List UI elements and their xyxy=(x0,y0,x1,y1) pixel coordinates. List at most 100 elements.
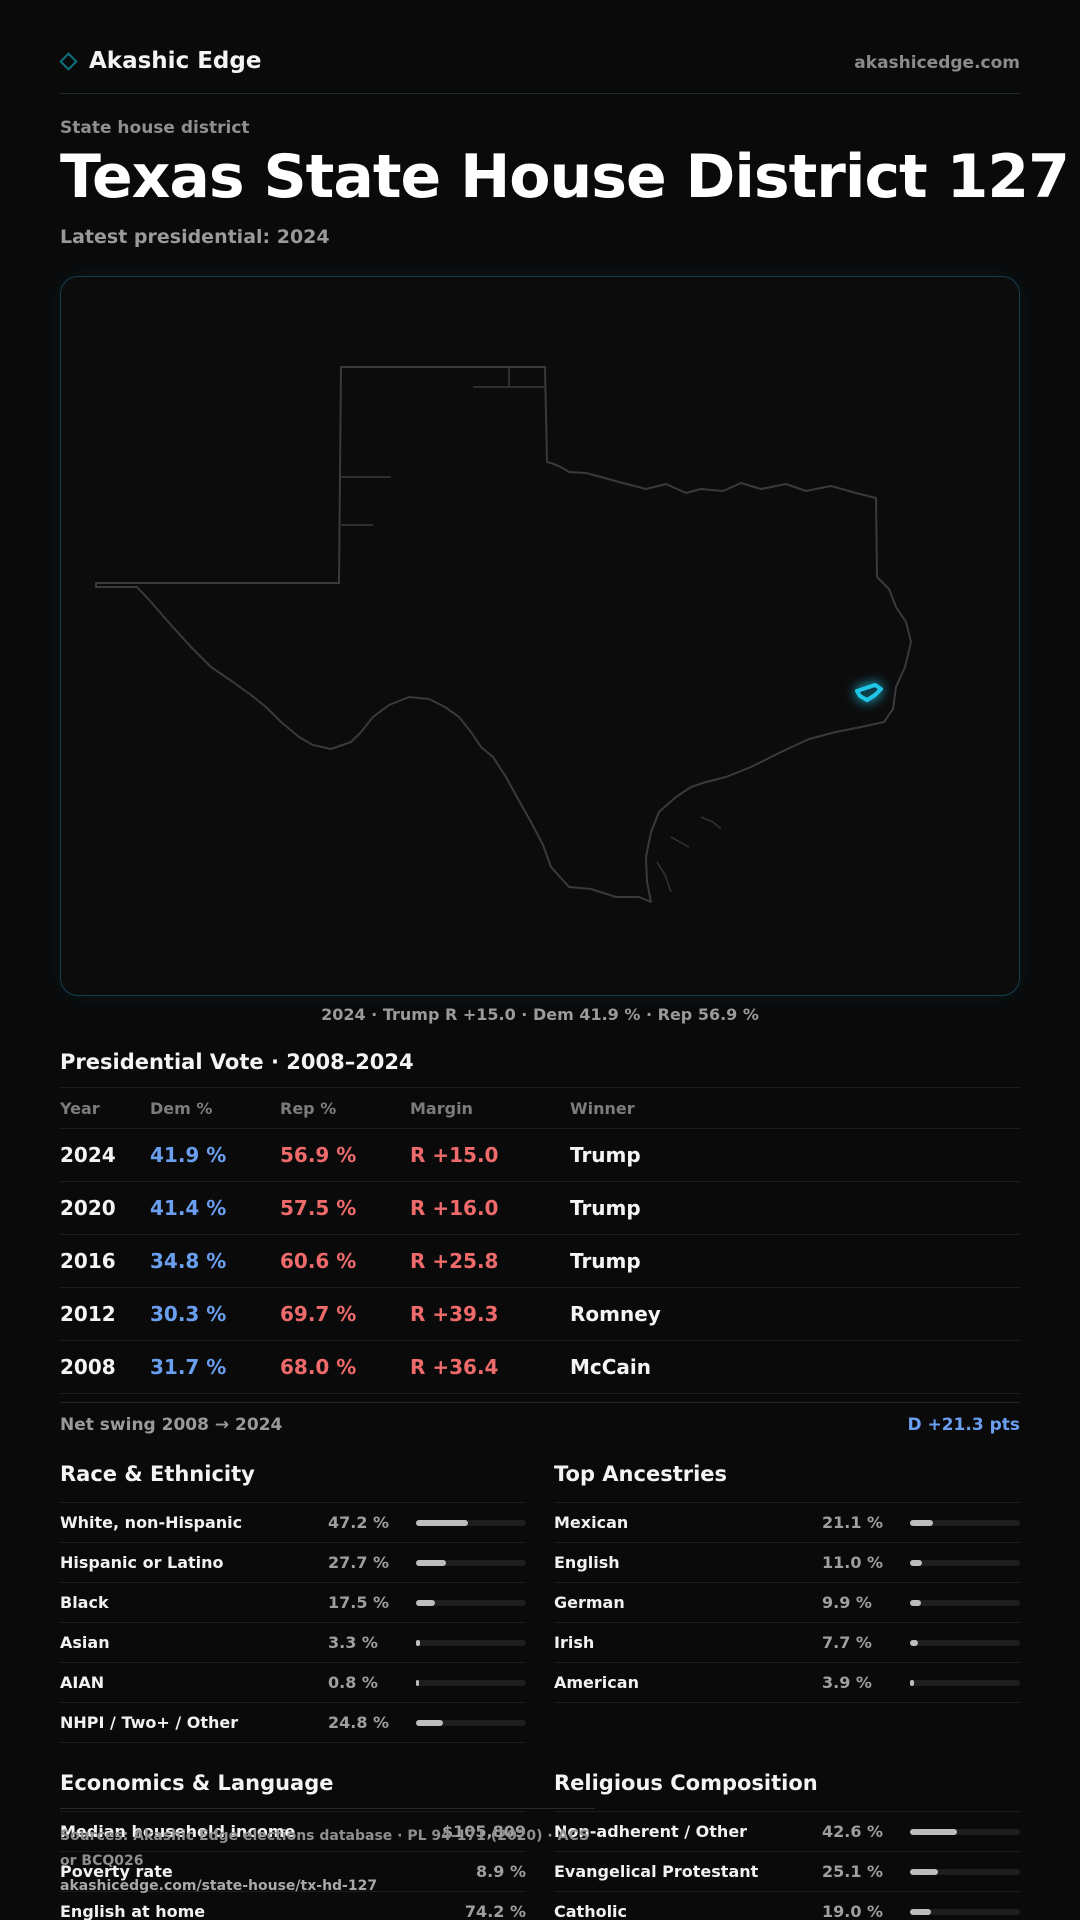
ancestry-list: Mexican 21.1 % English 11.0 % German 9.9… xyxy=(554,1502,1020,1703)
stat-label: Black xyxy=(60,1593,109,1612)
ancestry-panel: Top Ancestries Mexican 21.1 % English 11… xyxy=(554,1462,1020,1703)
table-row: 2020 41.4 % 57.5 % R +16.0 Trump xyxy=(60,1182,1020,1235)
row-winner: McCain xyxy=(570,1355,652,1379)
coastal-islands xyxy=(656,816,722,893)
stat-value: 21.1 % xyxy=(822,1513,884,1532)
stat-bar-fill xyxy=(910,1520,934,1526)
list-item: Median household income $105,809 xyxy=(60,1812,526,1852)
district-map[interactable] xyxy=(60,276,1020,996)
list-item: American 3.9 % xyxy=(554,1663,1020,1703)
list-item: Evangelical Protestant 25.1 % xyxy=(554,1852,1020,1892)
list-item: Asian 3.3 % xyxy=(60,1623,526,1663)
row-winner: Romney xyxy=(570,1302,661,1326)
stat-value: 8.9 % xyxy=(476,1862,526,1881)
row-dem: 31.7 % xyxy=(150,1355,227,1379)
stat-value: 7.7 % xyxy=(822,1633,872,1652)
district-highlight[interactable] xyxy=(855,683,883,702)
map-caption: 2024 · Trump R +15.0 · Dem 41.9 % · Rep … xyxy=(321,1005,759,1024)
panhandle-lines xyxy=(341,367,545,526)
stat-label: Asian xyxy=(60,1633,110,1652)
row-winner: Trump xyxy=(570,1249,641,1273)
stat-bar xyxy=(910,1869,1020,1875)
row-margin: R +16.0 xyxy=(410,1196,499,1220)
stat-bar-fill xyxy=(416,1680,419,1686)
stat-label: Catholic xyxy=(554,1902,628,1920)
row-year: 2008 xyxy=(60,1355,116,1379)
stat-label: Hispanic or Latino xyxy=(60,1553,224,1572)
stat-bar-fill xyxy=(910,1600,921,1606)
list-item: English 11.0 % xyxy=(554,1543,1020,1583)
religion-list: Non-adherent / Other 42.6 % Evangelical … xyxy=(554,1811,1020,1920)
list-item: German 9.9 % xyxy=(554,1583,1020,1623)
list-item: Irish 7.7 % xyxy=(554,1623,1020,1663)
diamond-logo-icon xyxy=(59,51,78,71)
stat-label: NHPI / Two+ / Other xyxy=(60,1713,239,1732)
stat-bar xyxy=(910,1640,1020,1646)
stat-label: German xyxy=(554,1593,625,1612)
row-winner: Trump xyxy=(570,1143,641,1167)
stat-label: Mexican xyxy=(554,1513,629,1532)
stat-value: 11.0 % xyxy=(822,1553,884,1572)
brand[interactable]: Akashic Edge xyxy=(59,48,262,74)
stat-value: 3.9 % xyxy=(822,1673,872,1692)
stat-label: English at home xyxy=(60,1902,206,1920)
row-dem: 41.4 % xyxy=(150,1196,227,1220)
footer-url[interactable]: akashicedge.com/state-house/tx-hd-127 xyxy=(60,1878,378,1894)
stat-bar xyxy=(910,1560,1020,1566)
texas-outline xyxy=(95,366,912,903)
stat-bar xyxy=(416,1520,526,1526)
stat-value: 25.1 % xyxy=(822,1862,884,1881)
list-item: Hispanic or Latino 27.7 % xyxy=(60,1543,526,1583)
list-item: English at home 74.2 % xyxy=(60,1892,526,1920)
stat-bar-fill xyxy=(910,1560,923,1566)
site-link[interactable]: akashicedge.com xyxy=(854,53,1020,73)
row-margin: R +36.4 xyxy=(410,1355,499,1379)
row-year: 2024 xyxy=(60,1143,116,1167)
stat-label: AIAN xyxy=(60,1673,105,1692)
vote-section-title: Presidential Vote · 2008–2024 xyxy=(60,1050,414,1074)
stat-label: Non-adherent / Other xyxy=(554,1822,748,1841)
brand-name: Akashic Edge xyxy=(89,48,262,74)
race-title: Race & Ethnicity xyxy=(60,1462,255,1486)
stat-bar xyxy=(416,1560,526,1566)
stat-bar xyxy=(416,1640,526,1646)
stat-bar-fill xyxy=(416,1520,468,1526)
stat-value: 24.8 % xyxy=(328,1713,390,1732)
row-winner: Trump xyxy=(570,1196,641,1220)
stat-label: Poverty rate xyxy=(60,1862,173,1881)
stat-value: 47.2 % xyxy=(328,1513,390,1532)
row-dem: 30.3 % xyxy=(150,1302,227,1326)
district-type: State house district xyxy=(60,118,250,138)
stat-value: 27.7 % xyxy=(328,1553,390,1572)
race-panel: Race & Ethnicity White, non-Hispanic 47.… xyxy=(60,1462,526,1743)
stat-label: White, non-Hispanic xyxy=(60,1513,243,1532)
list-item: NHPI / Two+ / Other 24.8 % xyxy=(60,1703,526,1743)
row-rep: 56.9 % xyxy=(280,1143,357,1167)
row-margin: R +15.0 xyxy=(410,1143,499,1167)
row-rep: 68.0 % xyxy=(280,1355,357,1379)
list-item: AIAN 0.8 % xyxy=(60,1663,526,1703)
stat-bar-fill xyxy=(416,1720,444,1726)
stat-bar-fill xyxy=(910,1909,931,1915)
row-rep: 60.6 % xyxy=(280,1249,357,1273)
row-year: 2020 xyxy=(60,1196,116,1220)
col-year: Year xyxy=(60,1098,100,1118)
row-margin: R +25.8 xyxy=(410,1249,499,1273)
stat-label: Median household income xyxy=(60,1822,296,1841)
stat-bar xyxy=(910,1600,1020,1606)
row-dem: 41.9 % xyxy=(150,1143,227,1167)
stat-label: Evangelical Protestant xyxy=(554,1862,759,1881)
table-row: 2012 30.3 % 69.7 % R +39.3 Romney xyxy=(60,1288,1020,1341)
stat-label: American xyxy=(554,1673,639,1692)
list-item: Mexican 21.1 % xyxy=(554,1503,1020,1543)
stat-bar-fill xyxy=(416,1640,420,1646)
stat-bar-fill xyxy=(910,1869,938,1875)
col-margin: Margin xyxy=(410,1098,473,1118)
stat-bar xyxy=(416,1680,526,1686)
stat-bar-fill xyxy=(910,1829,957,1835)
row-dem: 34.8 % xyxy=(150,1249,227,1273)
col-dem: Dem % xyxy=(150,1098,213,1118)
row-year: 2012 xyxy=(60,1302,116,1326)
col-winner: Winner xyxy=(570,1098,635,1118)
stat-bar xyxy=(910,1520,1020,1526)
